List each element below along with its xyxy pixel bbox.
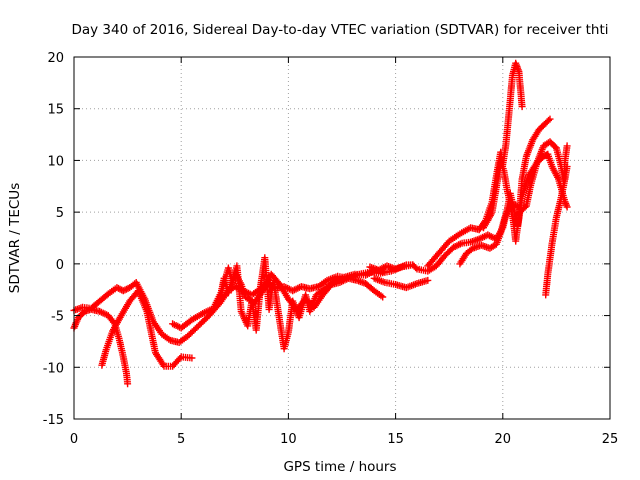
series-arc-3 (98, 287, 196, 370)
series-markers (216, 268, 387, 313)
series-arc-6 (370, 274, 432, 292)
y-tick-label: -15 (43, 413, 64, 428)
data-series (70, 59, 571, 388)
series-arc-11 (542, 163, 571, 299)
x-tick-label: 20 (495, 432, 512, 447)
series-arc-5 (216, 268, 387, 313)
x-tick-label: 15 (387, 432, 404, 447)
series-markers (98, 287, 196, 370)
x-tick-label: 10 (280, 432, 297, 447)
series-markers (480, 115, 554, 245)
y-tick-label: 10 (47, 154, 64, 169)
axis-ticks: 0 5 10 15 20 25 -15 -10 -5 0 5 10 15 20 (43, 51, 619, 447)
series-arc-8 (424, 59, 526, 270)
grid (74, 57, 610, 419)
y-tick-label: 0 (56, 258, 64, 273)
series-markers (70, 305, 132, 388)
y-tick-label: -5 (51, 310, 64, 325)
y-tick-label: 5 (56, 206, 64, 221)
series-arc-10 (456, 138, 571, 268)
chart-title: Day 340 of 2016, Sidereal Day-to-day VTE… (71, 22, 608, 38)
y-tick-label: -10 (43, 361, 64, 376)
series-arc-9 (480, 115, 554, 245)
x-tick-label: 25 (602, 432, 619, 447)
x-axis-label: GPS time / hours (283, 459, 396, 475)
plot-frame (73, 56, 611, 420)
y-axis-label: SDTVAR / TECUs (7, 183, 23, 293)
series-markers (456, 138, 571, 268)
series-markers (169, 254, 389, 353)
x-tick-label: 0 (70, 432, 78, 447)
x-tick-label: 5 (177, 432, 185, 447)
series-arc-7 (366, 150, 571, 275)
series-arc-1 (70, 305, 132, 388)
y-tick-label: 15 (47, 103, 64, 118)
series-markers (424, 59, 526, 270)
series-arc-4 (169, 254, 389, 353)
series-markers (366, 150, 571, 275)
series-markers (370, 274, 432, 292)
y-tick-label: 20 (47, 51, 64, 66)
series-markers (542, 163, 571, 299)
